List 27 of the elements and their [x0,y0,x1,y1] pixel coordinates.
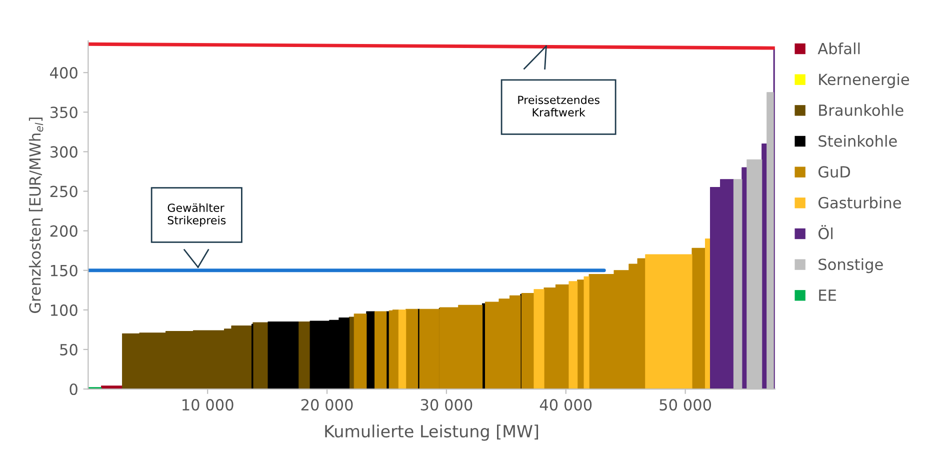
y-axis-title: Grenzkosten [EUR/MWh$_{el}$] [28,118,44,313]
y-tick-label: 150 [50,264,78,276]
y-tick-label: 100 [50,304,78,316]
y-tick-label: 400 [50,67,78,79]
y-tick-label: 250 [50,186,78,198]
legend-label: Öl [818,225,832,240]
legend-label: Steinkohle [818,135,897,147]
x-tick-label: 20 000 [301,399,353,411]
x-tick-label: 30 000 [420,399,472,411]
x-axis-title: Kumulierte Leistung [MW] [325,424,538,441]
legend-label: Abfall [818,42,860,54]
legend-label: Kernenergie [819,73,910,88]
y-tick-label: 350 [50,106,78,118]
annotation: Preissetzendes Kraftwerk [518,95,600,117]
x-tick-label: 40 000 [540,399,592,411]
legend-label: Braunkohle [819,104,904,116]
legend-label: EE [819,290,836,301]
y-tick-label: 300 [50,146,78,158]
y-tick-label: 50 [60,344,78,356]
legend-label: GuD [818,166,850,178]
y-tick-label: 0 [70,383,78,396]
x-tick-label: 10 000 [182,399,234,411]
legend-label: Sonstige [818,258,883,274]
y-tick-label: 200 [50,225,78,237]
x-tick-label: 50 000 [660,399,712,411]
annotation: Gewählter Strikepreis [168,203,226,227]
legend-label: Gasturbine [818,196,901,208]
